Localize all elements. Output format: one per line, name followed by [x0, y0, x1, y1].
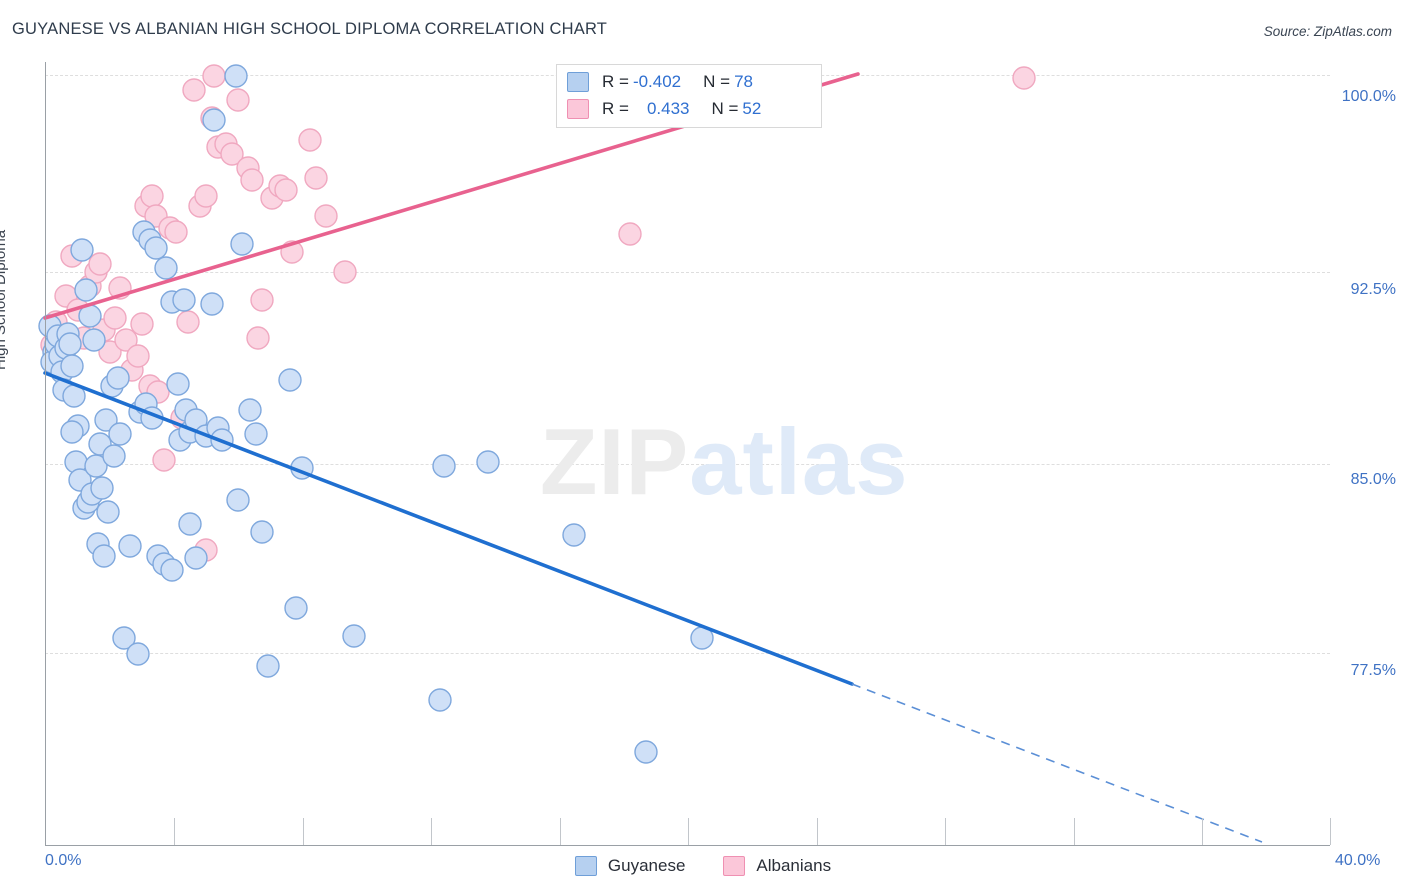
x-tick-label-min: 0.0%	[45, 852, 82, 869]
legend-item-albanians[interactable]: Albanians	[723, 856, 831, 876]
stats-r-value-pink: 0.433	[646, 99, 690, 118]
legend-swatch-albanians	[723, 856, 746, 876]
x-tick-4	[560, 818, 561, 845]
x-axis-line	[45, 845, 1330, 846]
stats-row-guyanese: R = -0.402 N = 78	[567, 69, 753, 95]
stats-n-label-pink: N =	[711, 99, 739, 118]
stats-r-value-blue: -0.402	[632, 72, 682, 91]
chart-legend: Guyanese Albanians	[0, 850, 1406, 882]
y-axis-line	[45, 62, 46, 845]
stats-n-label-blue: N =	[703, 72, 731, 91]
source-label: Source: ZipAtlas.com	[1263, 24, 1392, 39]
guyanese-points	[38, 64, 714, 764]
x-tick-6	[817, 818, 818, 845]
x-tick-7	[945, 818, 946, 845]
legend-swatch-guyanese	[574, 856, 597, 876]
legend-item-guyanese[interactable]: Guyanese	[574, 856, 686, 876]
x-tick-5	[688, 818, 689, 845]
x-tick-3	[431, 818, 432, 845]
correlation-stats-box: R = -0.402 N = 78 R = 0.433 N = 52	[556, 64, 822, 128]
x-tick-10	[1330, 818, 1331, 845]
x-tick-2	[303, 818, 304, 845]
stats-n-value-pink: 52	[742, 99, 762, 118]
gridline-77-5	[45, 653, 1330, 654]
y-tick-label-85: 85.0%	[1350, 471, 1396, 488]
y-tick-label-92-5: 92.5%	[1350, 281, 1396, 298]
guyanese-trendline	[43, 371, 854, 686]
stats-r-label-blue: R =	[602, 72, 629, 91]
legend-label-guyanese: Guyanese	[607, 856, 686, 875]
legend-label-albanians: Albanians	[756, 856, 832, 875]
x-tick-8	[1074, 818, 1075, 845]
stats-n-value-blue: 78	[734, 72, 753, 91]
y-tick-label-77-5: 77.5%	[1350, 662, 1396, 679]
stats-swatch-blue	[567, 72, 589, 92]
stats-r-label-pink: R =	[602, 99, 629, 118]
albanian-points	[40, 64, 1036, 562]
gridline-85	[45, 464, 1330, 465]
page-title: GUYANESE VS ALBANIAN HIGH SCHOOL DIPLOMA…	[12, 20, 608, 38]
x-tick-9	[1202, 818, 1203, 845]
guyanese-trendline-extrapolated	[851, 683, 1263, 843]
stats-swatch-pink	[567, 99, 589, 119]
x-tick-1	[174, 818, 175, 845]
x-tick-label-max: 40.0%	[1335, 852, 1381, 869]
stats-row-albanians: R = 0.433 N = 52	[567, 96, 761, 122]
gridline-92-5	[45, 272, 1330, 273]
y-tick-label-100: 100.0%	[1341, 88, 1396, 105]
